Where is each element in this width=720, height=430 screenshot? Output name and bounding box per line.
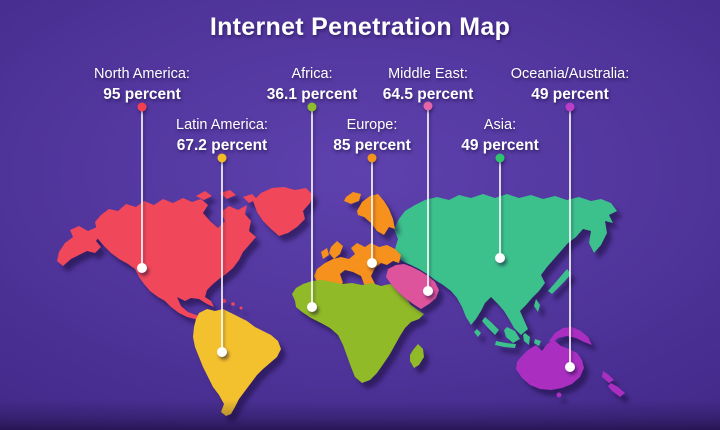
callout-dot — [307, 102, 317, 112]
caribbean-island-shape — [239, 306, 243, 310]
callout-line — [141, 107, 143, 268]
new-zealand-north-shape — [602, 371, 614, 383]
callout-label: Latin America: 67.2 percent — [176, 115, 268, 156]
region-value: 49 percent — [461, 137, 539, 154]
borneo-shape — [504, 327, 520, 343]
region-name: Latin America: — [176, 117, 268, 133]
callout-line — [371, 158, 373, 263]
sri-lanka-shape — [474, 329, 481, 337]
region-africa — [292, 280, 424, 383]
callout-dot — [367, 153, 377, 163]
region-value: 64.5 percent — [382, 86, 474, 103]
callout-line — [569, 107, 571, 367]
callout-label: North America: 95 percent — [94, 64, 190, 105]
callout-dot — [217, 153, 227, 163]
arctic-island-shape — [196, 191, 212, 200]
callout-line — [221, 158, 223, 352]
greenland-shape — [253, 187, 313, 236]
region-oceania — [516, 327, 625, 398]
region-value: 95 percent — [103, 86, 181, 103]
arctic-island-shape — [220, 190, 236, 199]
callout-label: Middle East: 64.5 percent — [383, 64, 473, 105]
britain-shape — [329, 241, 343, 259]
region-value: 36.1 percent — [266, 86, 358, 103]
region-asia — [394, 194, 617, 348]
iceland-shape — [344, 192, 361, 204]
callout-endpoint — [367, 258, 377, 268]
ireland-shape — [321, 248, 329, 259]
callout-endpoint — [137, 263, 147, 273]
page-title: Internet Penetration Map — [209, 13, 511, 41]
arctic-island-shape — [243, 194, 257, 203]
region-north-america — [57, 187, 313, 325]
bottom-vignette — [0, 400, 720, 430]
region-value: 49 percent — [531, 86, 609, 103]
callout-line — [427, 106, 429, 291]
callout-label: Oceania/Australia: 49 percent — [511, 64, 629, 105]
region-name: Africa: — [291, 66, 333, 82]
callout-label: Asia: 49 percent — [461, 115, 539, 156]
scandinavia-shape — [357, 194, 395, 235]
region-name: Europe: — [346, 117, 398, 133]
callout-endpoint — [565, 362, 575, 372]
tasmania-shape — [556, 392, 562, 398]
region-name: Asia: — [483, 117, 517, 133]
madagascar-shape — [410, 344, 424, 368]
middle-east-shape — [386, 264, 439, 309]
callout-endpoint — [423, 286, 433, 296]
callout-line — [499, 158, 501, 258]
callout-label: Africa: 36.1 percent — [267, 64, 357, 105]
australia-shape — [516, 340, 584, 390]
sumatra-shape — [482, 317, 499, 335]
callout-dot — [423, 101, 433, 111]
callout-dot — [495, 153, 505, 163]
region-europe — [314, 192, 401, 290]
callout-dot — [137, 102, 147, 112]
sulawesi-shape — [523, 333, 530, 345]
region-value: 67.2 percent — [176, 137, 268, 154]
caribbean-island-shape — [231, 302, 235, 306]
callout-endpoint — [495, 253, 505, 263]
alaska-shape — [57, 226, 101, 266]
region-latin-america — [193, 309, 281, 416]
moluccas-shape — [534, 339, 541, 346]
region-middle-east — [386, 264, 439, 309]
north-america-mainland-shape — [95, 198, 256, 325]
callout-endpoint — [307, 302, 317, 312]
south-america-shape — [193, 309, 281, 416]
japan-shape — [548, 269, 571, 294]
asia-mainland-shape — [394, 194, 617, 335]
callout-label: Europe: 85 percent — [333, 115, 411, 156]
europe-mainland-shape — [314, 243, 401, 290]
new-zealand-south-shape — [608, 383, 625, 397]
region-name: Middle East: — [388, 66, 468, 82]
java-shape — [495, 341, 516, 348]
callout-dot — [565, 102, 575, 112]
caribbean-island-shape — [221, 298, 227, 304]
callout-line — [311, 107, 313, 307]
region-value: 85 percent — [333, 137, 411, 154]
callout-endpoint — [217, 347, 227, 357]
region-name: Oceania/Australia: — [510, 66, 630, 82]
philippines-shape — [534, 299, 540, 312]
africa-mainland-shape — [292, 280, 424, 383]
region-name: North America: — [94, 66, 190, 82]
